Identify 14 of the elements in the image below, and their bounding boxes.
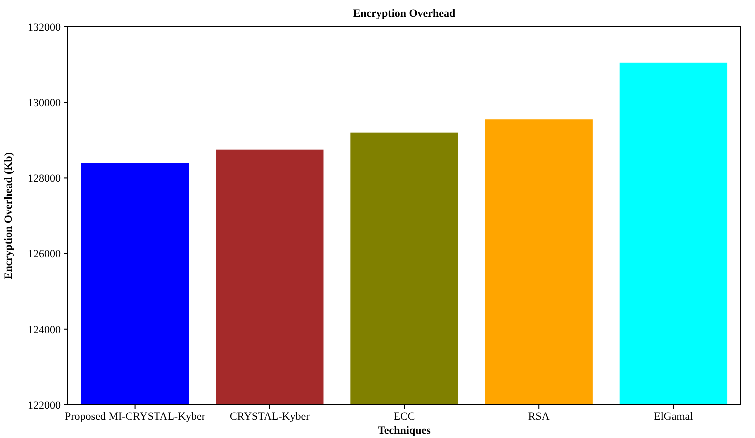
chart-title: Encryption Overhead [353,8,456,20]
y-tick-label: 128000 [28,173,62,186]
x-tick-label: ECC [394,411,416,423]
x-tick-label: RSA [528,411,550,423]
y-tick-label: 130000 [28,97,62,110]
x-axis-title: Techniques [378,425,432,437]
y-tick-label: 132000 [28,22,62,34]
y-tick-label: 122000 [28,400,62,412]
x-tick-label: Proposed MI-CRYSTAL-Kyber [65,411,206,423]
y-tick-label: 124000 [28,324,62,336]
y-tick-label: 126000 [28,248,62,261]
y-axis-title: Encryption Overhead (Kb) [3,152,15,280]
x-tick-label: ElGamal [654,411,694,423]
x-tick-label: CRYSTAL-Kyber [230,411,310,423]
